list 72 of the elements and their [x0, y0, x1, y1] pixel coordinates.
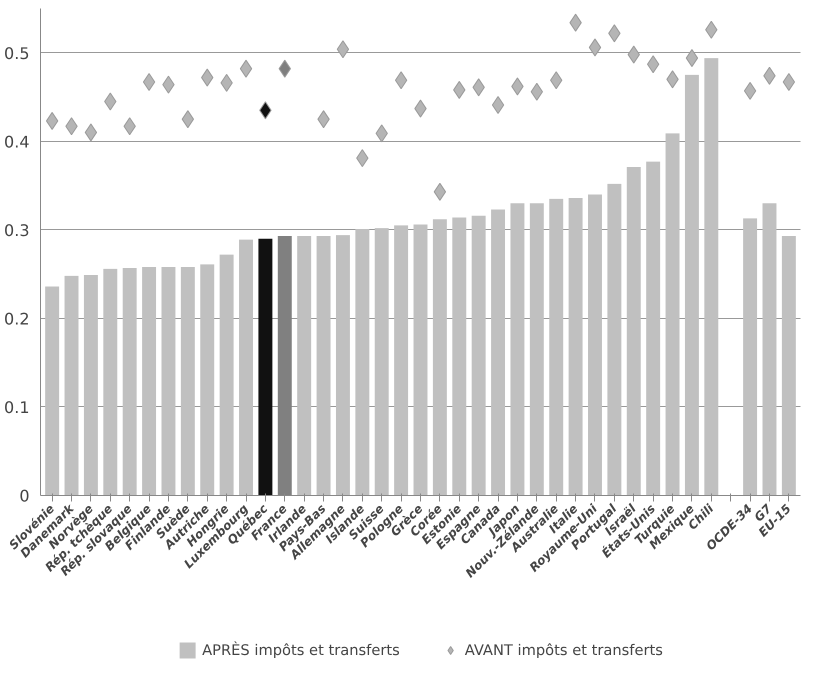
bar — [316, 236, 331, 496]
point — [220, 74, 233, 92]
bar — [258, 238, 272, 496]
bar — [743, 218, 758, 496]
bar — [45, 286, 60, 496]
legend-label: AVANT impôts et transferts — [464, 642, 663, 658]
bar — [142, 267, 156, 496]
point — [588, 38, 602, 56]
bar — [414, 224, 428, 496]
point — [182, 110, 194, 128]
bar — [452, 217, 466, 496]
point — [259, 101, 272, 120]
bar — [122, 268, 137, 496]
point — [356, 149, 369, 168]
bar — [684, 74, 699, 496]
point — [492, 96, 504, 114]
bar — [646, 162, 660, 496]
bar — [432, 219, 447, 496]
point — [394, 71, 408, 90]
point — [511, 77, 524, 96]
point — [763, 66, 776, 85]
point — [336, 40, 350, 58]
bar — [297, 236, 312, 496]
point — [65, 117, 78, 136]
point — [84, 123, 98, 142]
y-tick-label: 0.4 — [4, 132, 30, 152]
point — [686, 49, 698, 68]
bar — [374, 228, 389, 496]
bar — [161, 267, 176, 496]
point — [666, 70, 679, 88]
bar — [549, 198, 564, 496]
bar — [626, 166, 641, 496]
point — [472, 78, 485, 96]
bar — [704, 58, 718, 496]
bar — [782, 236, 796, 496]
bar — [64, 276, 78, 496]
bar — [239, 240, 253, 496]
bar — [588, 194, 602, 496]
bar — [180, 267, 195, 496]
bar — [762, 203, 776, 496]
point — [162, 76, 175, 94]
bar — [84, 275, 98, 496]
point — [608, 24, 621, 42]
point — [317, 110, 330, 128]
point — [744, 82, 756, 100]
bar — [103, 268, 118, 496]
bar — [666, 133, 680, 496]
bar — [607, 184, 622, 496]
y-tick-label: 0.3 — [4, 220, 30, 240]
point — [142, 72, 156, 91]
y-tick-label: 0.1 — [4, 398, 30, 417]
bar — [491, 210, 506, 496]
point — [240, 60, 252, 78]
legend-label: APRÈS impôts et transferts — [202, 642, 400, 658]
bar — [220, 254, 234, 496]
bar — [472, 216, 486, 496]
bar — [394, 225, 408, 496]
point — [646, 55, 660, 74]
bar — [336, 235, 350, 496]
y-tick-label: 0.5 — [4, 44, 30, 63]
bar — [510, 203, 524, 496]
point — [434, 182, 446, 201]
bar — [200, 264, 214, 496]
point — [569, 14, 582, 32]
y-tick-label: 0 — [19, 486, 30, 506]
bar — [530, 203, 544, 496]
bar — [355, 228, 370, 496]
point — [46, 112, 58, 130]
point — [414, 100, 427, 118]
point — [782, 72, 796, 91]
bar — [568, 198, 583, 496]
y-tick-label: 0.2 — [4, 309, 30, 328]
